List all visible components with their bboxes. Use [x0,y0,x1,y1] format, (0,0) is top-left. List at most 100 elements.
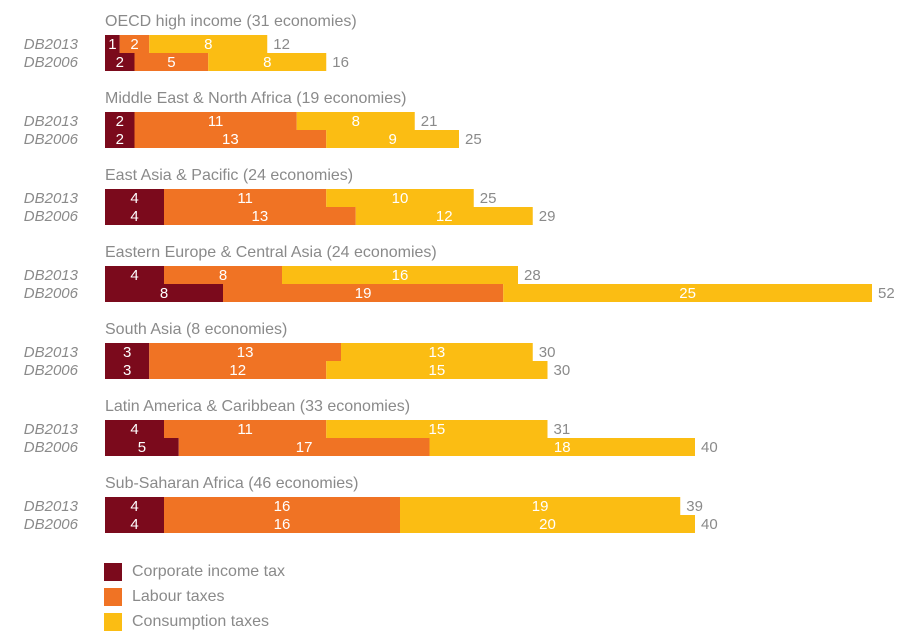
row-label: DB2013 [24,421,79,438]
legend-item-labour-taxes: Labour taxes [104,584,285,609]
segment-value-label: 15 [429,362,446,379]
total-value-label: 52 [878,285,895,302]
segment-value-label: 5 [138,439,146,456]
bar-segment [119,35,150,53]
total-value-label: 40 [701,439,718,456]
segment-value-label: 4 [130,516,138,533]
segment-value-label: 8 [263,54,271,71]
bar-segment [105,497,164,515]
bar-segment [105,515,164,533]
bar-segment [282,266,518,284]
row-label: DB2013 [24,267,79,284]
segment-value-label: 11 [208,113,224,130]
bar-segment [105,53,135,71]
row-label: DB2006 [24,208,79,225]
segment-value-label: 8 [160,285,168,302]
group-title: Middle East & North Africa (19 economies… [105,90,406,107]
segment-value-label: 8 [352,113,360,130]
segment-value-label: 5 [167,54,175,71]
bar-segment [105,420,164,438]
total-value-label: 29 [539,208,556,225]
bar-segment [134,53,209,71]
segment-value-label: 3 [123,362,131,379]
bar-segment [164,207,356,225]
segment-value-label: 2 [116,131,124,148]
bar-segment [503,284,872,302]
segment-value-label: 4 [130,498,138,515]
bar-segment [105,189,164,207]
segment-value-label: 13 [252,208,269,225]
total-value-label: 16 [332,54,349,71]
total-value-label: 21 [421,113,438,130]
bar-segment [105,112,135,130]
row-label: DB2006 [24,54,79,71]
segment-value-label: 16 [392,267,409,284]
legend-item-consumption-taxes: Consumption taxes [104,609,285,634]
row-label: DB2013 [24,344,79,361]
segment-value-label: 16 [274,498,291,515]
total-value-label: 30 [539,344,556,361]
bar-segment [164,189,327,207]
segment-value-label: 19 [532,498,549,515]
segment-value-label: 4 [130,267,138,284]
total-value-label: 30 [554,362,571,379]
total-value-label: 25 [480,190,497,207]
bar-segment [164,266,282,284]
bar-segment [326,420,548,438]
segment-value-label: 13 [237,344,254,361]
row-label: DB2013 [24,113,79,130]
legend: Corporate income tax Labour taxes Consum… [104,559,285,634]
segment-value-label: 4 [130,190,138,207]
group-title: Eastern Europe & Central Asia (24 econom… [105,244,437,261]
bar-segment [326,361,548,379]
total-value-label: 28 [524,267,541,284]
row-label: DB2006 [24,439,79,456]
legend-label: Consumption taxes [132,612,269,630]
stacked-bar-chart: OECD high income (31 economies)DB2013 1 2 8… [24,13,895,533]
bar-segment [105,266,164,284]
segment-value-label: 2 [130,36,138,53]
bar-segment [223,284,504,302]
legend-item-corporate-income-tax: Corporate income tax [104,559,285,584]
row-label: DB2006 [24,516,79,533]
bar-segment [178,438,430,456]
total-value-label: 40 [701,516,718,533]
bar-segment [355,207,533,225]
bar-segment [400,515,695,533]
legend-swatch-corporate-income-tax [104,562,122,581]
segment-value-label: 1 [108,36,116,53]
total-value-label: 25 [465,131,482,148]
bar-segment [326,130,459,148]
segment-value-label: 13 [429,344,446,361]
row-label: DB2013 [24,190,79,207]
legend-label: Labour taxes [132,587,225,605]
bar-segment [400,497,681,515]
bar-segment [149,343,341,361]
group-title: OECD high income (31 economies) [105,13,357,30]
row-label: DB2006 [24,362,79,379]
bar-segment [149,361,327,379]
bar-segment [164,497,400,515]
segment-value-label: 20 [539,516,556,533]
segment-value-label: 9 [388,131,396,148]
segment-value-label: 18 [554,439,571,456]
total-value-label: 31 [554,421,571,438]
bar-segment [105,130,135,148]
row-label: DB2006 [24,131,79,148]
bar-segment [429,438,695,456]
segment-value-label: 11 [237,190,253,207]
segment-value-label: 10 [392,190,409,207]
total-value-label: 12 [273,36,290,53]
bar-segment [105,361,150,379]
group-title: South Asia (8 economies) [105,321,287,338]
segment-value-label: 13 [222,131,239,148]
bar-segment [105,438,179,456]
group-title: Sub-Saharan Africa (46 economies) [105,475,358,492]
bar-segment [105,207,164,225]
legend-swatch-labour-taxes [104,587,122,606]
segment-value-label: 2 [116,54,124,71]
row-label: DB2013 [24,36,79,53]
total-value-label: 39 [686,498,703,515]
bar-segment [134,112,297,130]
bar-segment [208,53,327,71]
